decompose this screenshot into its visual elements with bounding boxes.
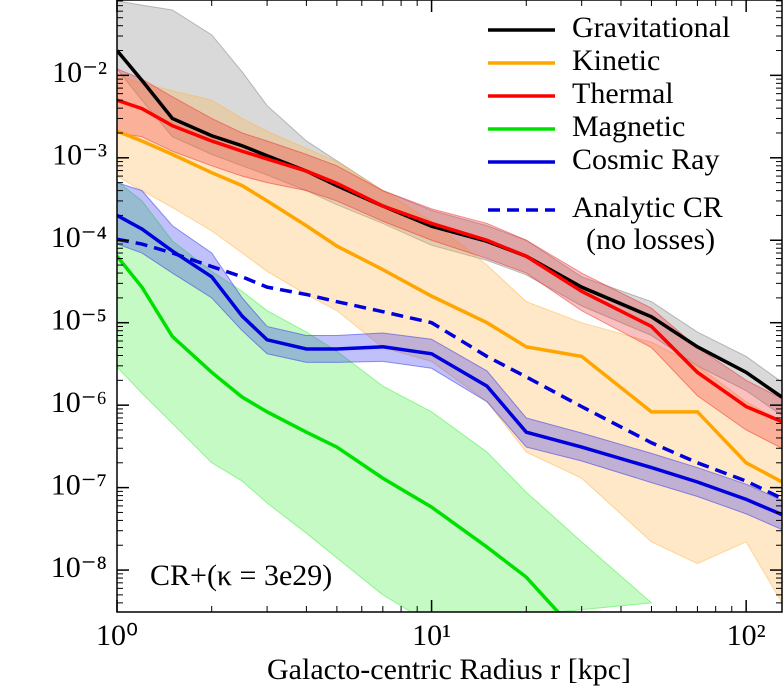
band <box>117 74 782 604</box>
y-tick-label: 10⁻⁶ <box>51 386 107 419</box>
x-tick-label: 10² <box>727 619 766 652</box>
band <box>117 182 782 531</box>
plot-area <box>117 0 782 612</box>
series-line <box>117 129 782 484</box>
legend-label-line: (no losses) <box>586 223 715 256</box>
y-tick-label: 10⁻⁸ <box>51 551 107 584</box>
x-tick-label: 10¹ <box>412 619 451 652</box>
y-tick-label: 10⁻⁵ <box>51 304 107 337</box>
x-tick-label: 10⁰ <box>96 619 138 652</box>
band <box>117 0 782 417</box>
legend-label: Analytic CR (no losses) <box>572 191 723 256</box>
band <box>117 180 653 612</box>
legend-label: Kinetic <box>572 44 660 77</box>
annotation: CR+(κ = 3e29) <box>150 559 332 592</box>
series-line <box>117 237 782 500</box>
frame <box>116 0 783 613</box>
legend-label: Magnetic <box>572 110 685 143</box>
series-line <box>117 213 782 517</box>
legend-label-line: Analytic CR <box>572 191 723 224</box>
legend-label: Thermal <box>572 77 674 110</box>
series-line <box>117 255 561 612</box>
y-tick-label: 10⁻³ <box>52 139 107 172</box>
y-tick-label: 10⁻² <box>52 56 107 89</box>
legend-label: Cosmic Ray <box>572 143 720 176</box>
x-axis-label: Galacto-centric Radius r [kpc] <box>267 653 631 686</box>
y-tick-label: 10⁻⁴ <box>51 221 107 254</box>
legend-label: Gravitational <box>572 11 730 44</box>
series-line <box>117 98 782 424</box>
y-tick-label: 10⁻⁷ <box>51 468 107 501</box>
